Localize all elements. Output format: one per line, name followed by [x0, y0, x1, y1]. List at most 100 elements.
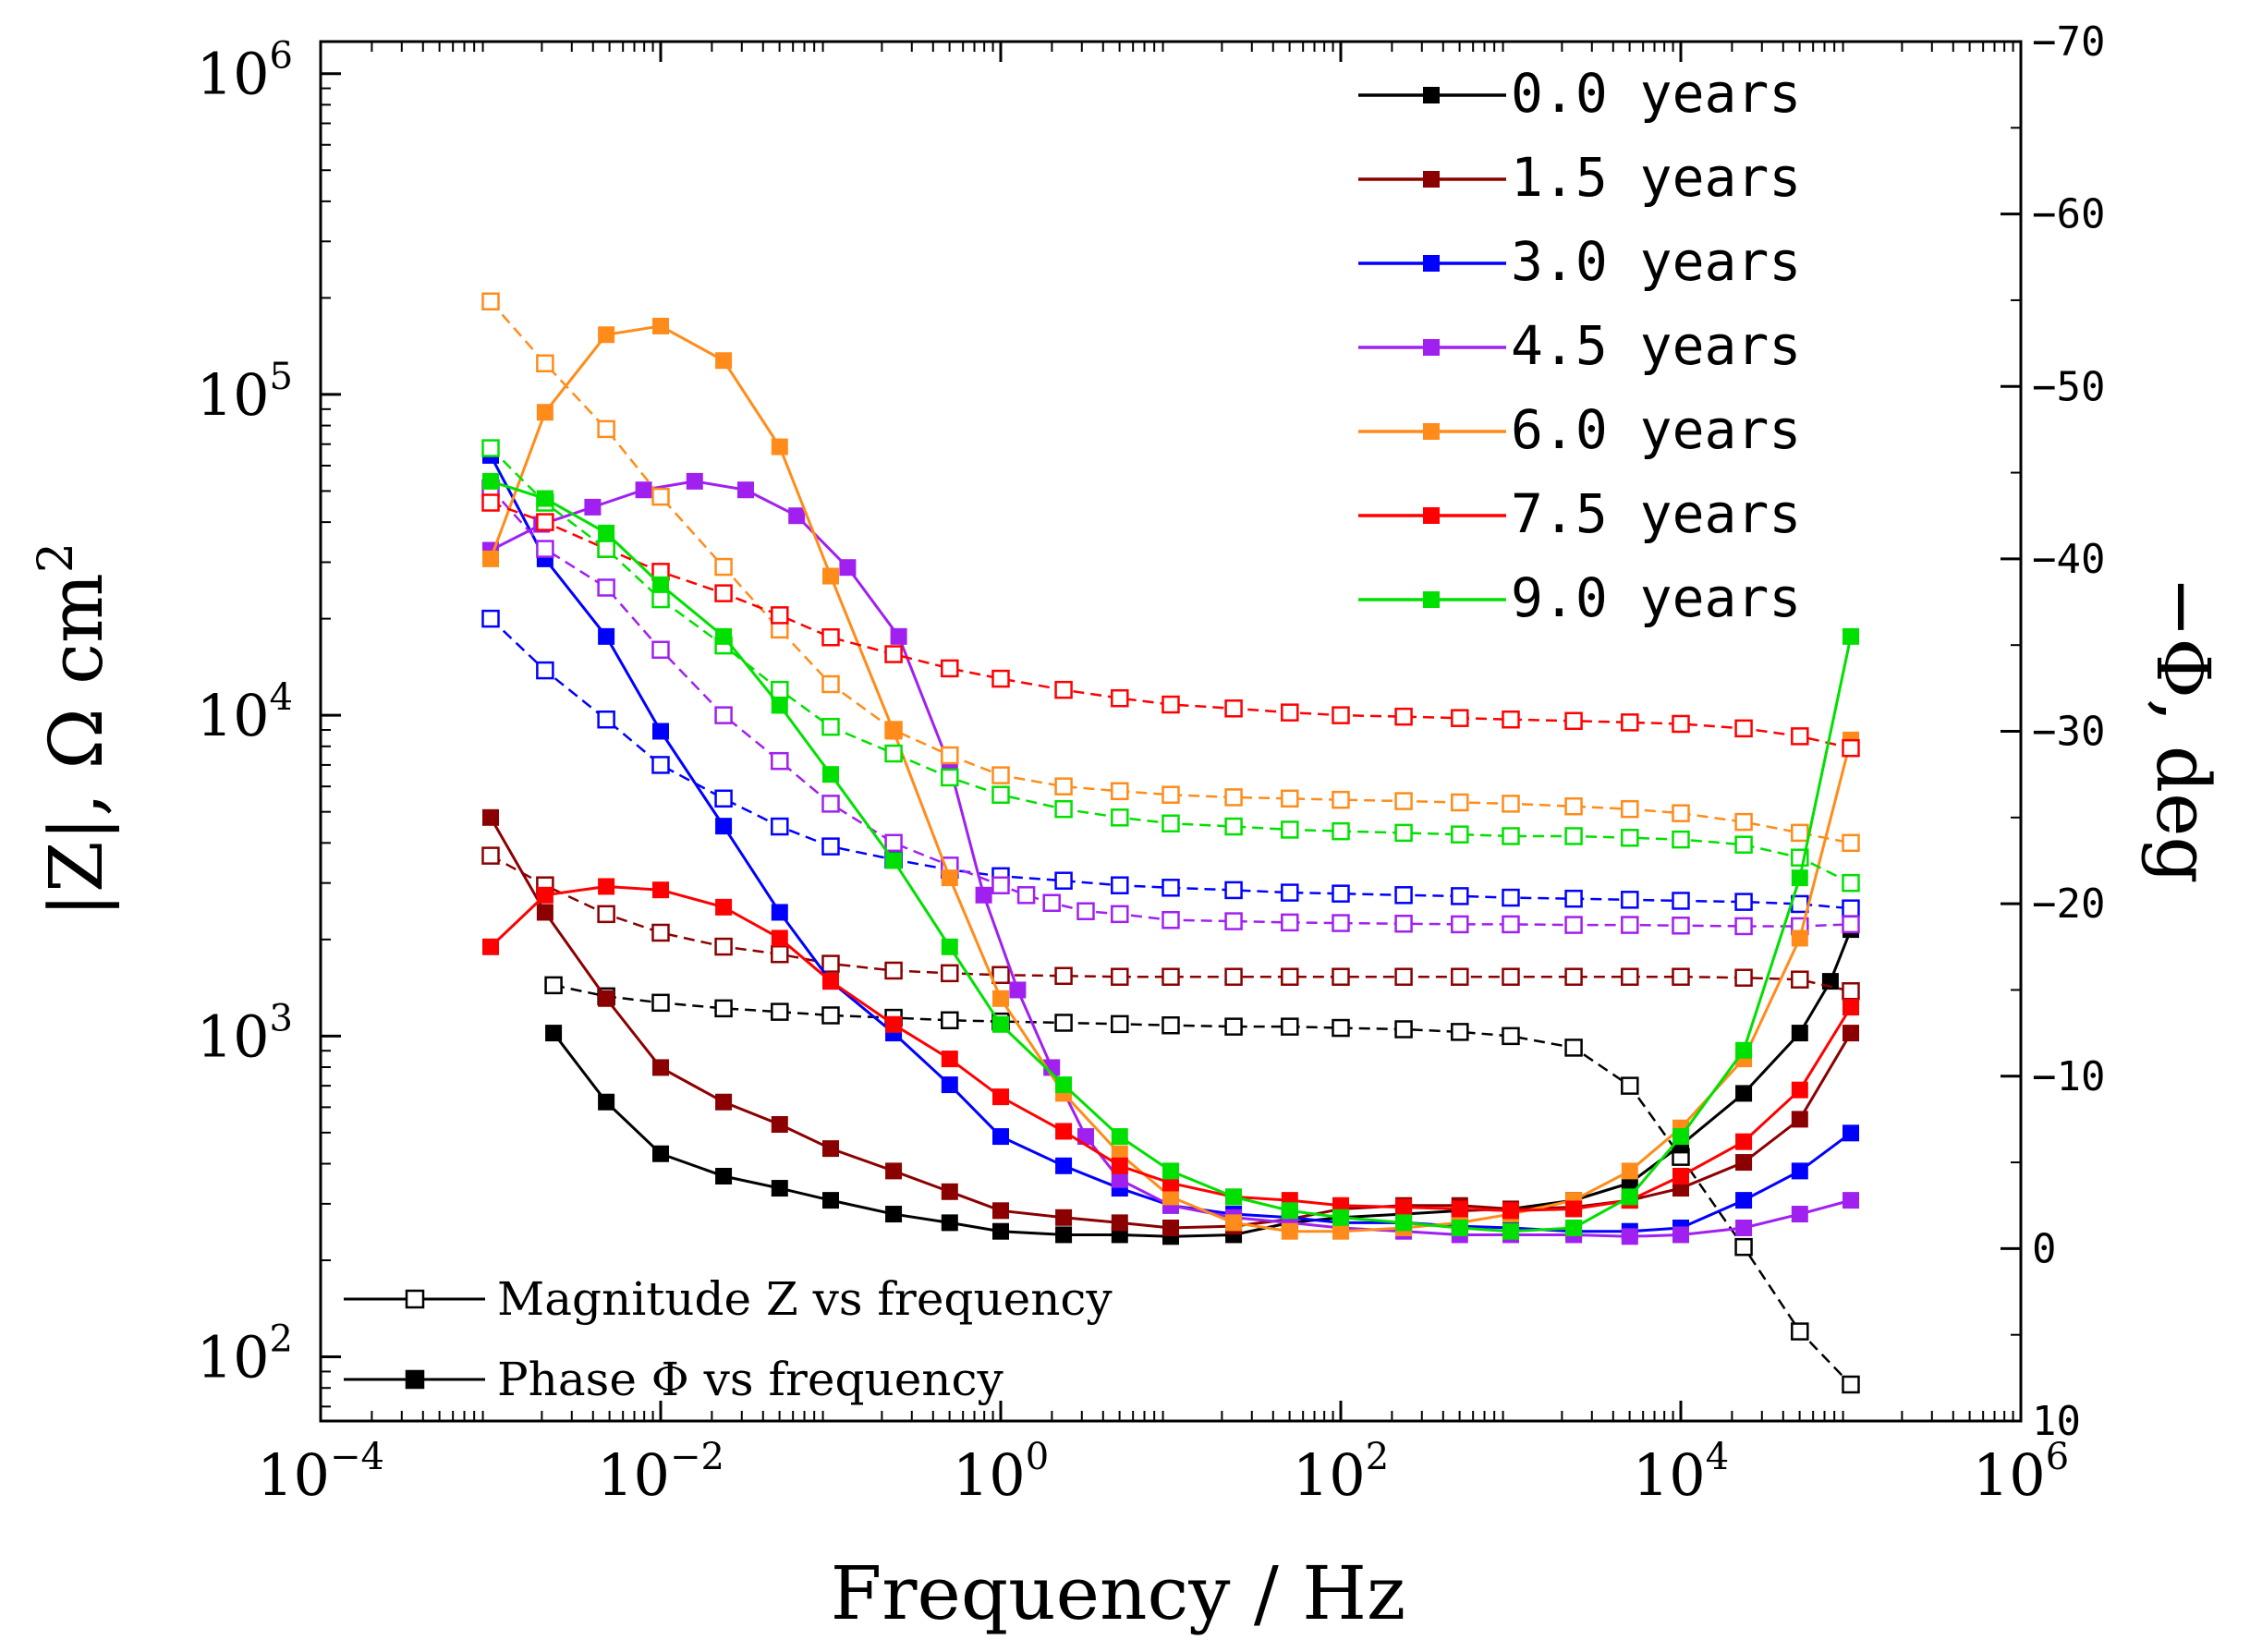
phase-point — [1055, 1209, 1073, 1226]
magnitude-point — [1281, 789, 1299, 808]
magnitude-point — [1161, 911, 1180, 929]
magnitude-point — [1564, 967, 1583, 986]
magnitude-point — [1394, 792, 1413, 810]
phase-point — [822, 1140, 839, 1158]
magnitude-point — [1451, 887, 1469, 905]
magnitude-point — [714, 789, 733, 808]
phase-point — [1791, 869, 1808, 887]
phase-point — [536, 490, 553, 507]
magnitude-point — [1621, 1076, 1639, 1095]
magnitude-point — [1332, 821, 1350, 841]
legend: 0.0 years 1.5 years 3.0 years 4.5 years 6.0 … — [1358, 62, 1801, 629]
phase-point — [598, 326, 615, 344]
magnitude-point — [1394, 1020, 1413, 1039]
legend-marker — [1423, 339, 1440, 356]
magnitude-point — [714, 584, 733, 602]
magnitude-point — [1621, 891, 1639, 909]
magnitude-point — [821, 837, 840, 856]
phase-point — [1735, 1192, 1753, 1209]
magnitude-point — [1842, 982, 1860, 1001]
magnitude-point — [1564, 796, 1583, 816]
legend-marker — [1423, 255, 1440, 272]
phase-point — [1735, 1154, 1753, 1172]
phase-point — [737, 481, 754, 499]
legend-label: 6.0 years — [1511, 398, 1801, 461]
phase-point — [1843, 1192, 1859, 1209]
phase-point — [941, 869, 958, 887]
magnitude-point — [1111, 905, 1129, 924]
magnitude-point — [597, 419, 615, 439]
phase-point — [771, 904, 788, 921]
magnitude-point — [1224, 1017, 1243, 1036]
y-right-axis-label: −Φ, deg — [2140, 576, 2226, 883]
magnitude-point — [1054, 966, 1073, 985]
phase-point — [1225, 1214, 1243, 1232]
magnitude-point — [714, 937, 733, 956]
phase-point — [715, 352, 733, 370]
magnitude-point — [544, 976, 563, 995]
y-left-tick-label: 106 — [197, 35, 293, 108]
magnitude-point — [1621, 916, 1639, 934]
magnitude-point — [1451, 793, 1469, 812]
magnitude-point — [1734, 917, 1753, 936]
magnitude-point — [1734, 1237, 1753, 1257]
magnitude-point — [991, 669, 1010, 688]
phase-point — [536, 886, 553, 904]
phase-point — [1395, 1198, 1413, 1216]
y-right-tick-label: −30 — [2032, 709, 2105, 756]
magnitude-point — [536, 540, 554, 558]
magnitude-point — [1161, 879, 1180, 897]
phase-point — [992, 1015, 1009, 1033]
magnitude-point — [1161, 814, 1180, 832]
magnitude-point — [1502, 967, 1520, 986]
magnitude-point — [1394, 707, 1413, 726]
phase-point — [771, 438, 788, 456]
magnitude-point — [1842, 915, 1860, 934]
magnitude-point — [941, 659, 959, 678]
magnitude-point — [597, 710, 615, 729]
phase-point — [536, 404, 553, 421]
magnitude-point — [651, 589, 670, 609]
magnitude-point — [1281, 820, 1299, 839]
phase-point — [885, 723, 903, 740]
phase-point — [545, 1025, 563, 1042]
phase-point — [822, 973, 839, 990]
y-right-tick-label: −10 — [2032, 1053, 2105, 1100]
magnitude-point — [991, 876, 1010, 894]
legend-label: 4.5 years — [1511, 314, 1801, 377]
series-layer — [481, 292, 1860, 1394]
magnitude-point — [1054, 871, 1073, 890]
phase-point — [715, 898, 733, 916]
phase-point — [652, 881, 669, 899]
phase-point — [1055, 1226, 1073, 1244]
magnitude-line — [553, 984, 1852, 1386]
legend-label: 0.0 years — [1511, 62, 1801, 125]
magnitude-point — [651, 756, 670, 774]
phase-point — [1162, 1162, 1179, 1180]
legend-marker — [1423, 171, 1440, 188]
magnitude-point — [1451, 967, 1469, 986]
magnitude-point — [1332, 790, 1350, 809]
magnitude-point — [1054, 680, 1073, 699]
phase-point — [771, 1180, 788, 1197]
phase-point — [482, 472, 499, 490]
x-tick-label: 100 — [953, 1436, 1049, 1509]
magnitude-point — [991, 785, 1010, 804]
phase-point — [1162, 1219, 1179, 1236]
phase-point — [598, 524, 615, 541]
x-tick-label: 104 — [1633, 1436, 1729, 1509]
phase-point — [975, 886, 992, 904]
phase-point — [941, 1076, 958, 1094]
magnitude-point — [1111, 1014, 1129, 1034]
magnitude-point — [941, 768, 959, 787]
phase-point — [992, 990, 1009, 1007]
phase-point — [686, 472, 703, 490]
magnitude-point — [1502, 1026, 1520, 1046]
magnitude-point — [536, 661, 554, 680]
phase-point — [1672, 1128, 1689, 1146]
magnitude-point — [481, 292, 500, 310]
phase-point — [1843, 1124, 1859, 1142]
magnitude-point — [771, 606, 789, 625]
y-left-tick-label: 102 — [197, 1318, 293, 1391]
magnitude-point — [1332, 884, 1350, 903]
